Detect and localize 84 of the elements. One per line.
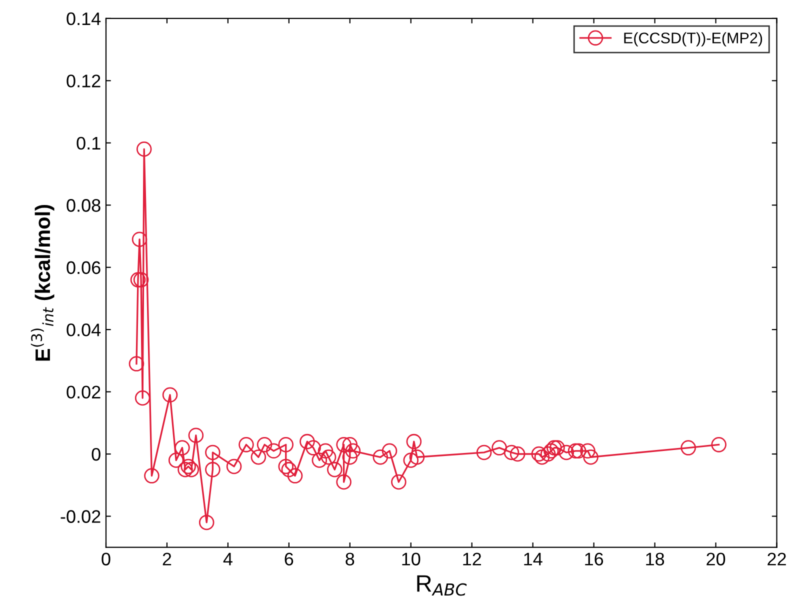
point [544, 443, 559, 459]
point [287, 468, 303, 484]
point [345, 443, 361, 459]
x-tick-label: 14 [524, 552, 542, 566]
point [250, 449, 266, 465]
y-tick-label: 0.14 [66, 12, 101, 26]
point [168, 452, 184, 468]
x-tick-label: 16 [585, 552, 604, 566]
point [266, 443, 282, 459]
point [570, 443, 586, 459]
point [300, 434, 315, 450]
y-tick-label: 0.08 [66, 199, 100, 212]
point [132, 232, 148, 247]
point [336, 437, 352, 452]
x-tick-label: 8 [346, 552, 354, 566]
point [184, 462, 200, 478]
point [198, 514, 214, 530]
point [336, 474, 352, 490]
point [531, 446, 547, 462]
x-tick-label: 22 [768, 552, 786, 566]
point [278, 458, 294, 474]
point [134, 390, 150, 406]
point [318, 443, 334, 459]
x-tick-label: 4 [223, 552, 232, 566]
point [403, 452, 419, 468]
point [580, 443, 596, 459]
point [188, 428, 204, 443]
point [205, 462, 220, 478]
point [144, 468, 160, 484]
point [205, 444, 220, 460]
point [178, 462, 193, 478]
point [504, 444, 520, 460]
x-tick-label: 10 [402, 552, 420, 566]
point [492, 440, 507, 456]
point [510, 446, 526, 462]
x-tick-label: 12 [463, 552, 482, 566]
point [180, 458, 196, 474]
y-tick-label: -0.02 [60, 510, 100, 523]
point [342, 437, 358, 452]
y-axis-title: E$^{(3)}$$_{int}$ (kcal/mol) [30, 204, 54, 361]
point [133, 272, 149, 288]
x-tick-label: 20 [706, 552, 726, 566]
point [583, 449, 598, 465]
x-tick-label: 2 [162, 552, 172, 566]
point [476, 444, 492, 460]
point [558, 444, 574, 460]
y-tick-label: 0 [92, 448, 100, 461]
point [174, 440, 190, 456]
point [128, 356, 144, 372]
x-tick-label: 18 [646, 552, 664, 566]
point [306, 440, 321, 456]
point [312, 452, 328, 468]
point [130, 272, 146, 288]
x-tick-label: 6 [284, 552, 294, 566]
point [136, 141, 152, 157]
point [534, 449, 550, 465]
point [238, 437, 254, 452]
point [327, 462, 342, 478]
point [550, 440, 565, 456]
point [226, 458, 242, 474]
point [278, 437, 294, 452]
point [409, 449, 425, 465]
point [546, 440, 562, 456]
y-tick-label: 0.06 [66, 261, 100, 274]
y-tick-label: 0.02 [66, 386, 100, 399]
point [680, 440, 696, 456]
x-tick-label: 0 [102, 552, 110, 566]
point [540, 446, 556, 462]
y-tick-label: 0.12 [66, 74, 100, 88]
point [256, 437, 272, 452]
point [372, 449, 388, 465]
point [391, 474, 406, 490]
legend-label: E(CCSD(T))-E(MP2) [624, 32, 762, 46]
point [320, 449, 336, 465]
point [162, 387, 178, 403]
point [406, 434, 422, 450]
point [281, 462, 297, 478]
point [711, 437, 726, 452]
point [568, 443, 584, 459]
y-tick-label: 0.04 [66, 324, 101, 336]
point [382, 443, 398, 459]
y-tick-label: 0.1 [76, 136, 100, 150]
x-axis-title: R$_{ABC}$ [417, 575, 467, 596]
point [342, 449, 358, 465]
